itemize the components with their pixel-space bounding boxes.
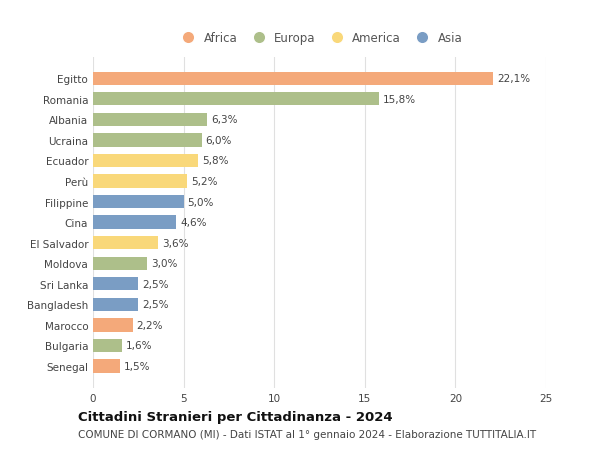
Text: 6,3%: 6,3% (211, 115, 237, 125)
Bar (93, 73, 493, 86)
Bar (93, 113, 207, 127)
Bar (93, 359, 120, 373)
Bar (93, 175, 187, 188)
Text: 2,5%: 2,5% (142, 300, 169, 310)
Text: 2,2%: 2,2% (136, 320, 163, 330)
Text: 1,5%: 1,5% (124, 361, 151, 371)
Bar (93, 216, 176, 230)
Bar (93, 298, 139, 311)
Bar (93, 236, 158, 250)
Text: 15,8%: 15,8% (383, 95, 416, 105)
Bar (93, 257, 148, 270)
Text: 5,8%: 5,8% (202, 156, 228, 166)
Bar (93, 154, 198, 168)
Text: 3,0%: 3,0% (151, 258, 178, 269)
Text: 5,2%: 5,2% (191, 177, 217, 187)
Text: 5,0%: 5,0% (187, 197, 214, 207)
Text: 2,5%: 2,5% (142, 279, 169, 289)
Text: 3,6%: 3,6% (162, 238, 188, 248)
Bar (93, 319, 133, 332)
Text: Cittadini Stranieri per Cittadinanza - 2024: Cittadini Stranieri per Cittadinanza - 2… (78, 410, 392, 423)
Text: COMUNE DI CORMANO (MI) - Dati ISTAT al 1° gennaio 2024 - Elaborazione TUTTITALIA: COMUNE DI CORMANO (MI) - Dati ISTAT al 1… (78, 429, 536, 439)
Text: 4,6%: 4,6% (180, 218, 206, 228)
Bar (93, 339, 122, 353)
Text: 22,1%: 22,1% (497, 74, 530, 84)
Bar (93, 134, 202, 147)
Bar (93, 196, 184, 209)
Bar (93, 278, 139, 291)
Text: 6,0%: 6,0% (205, 135, 232, 146)
Text: 1,6%: 1,6% (125, 341, 152, 351)
Bar (93, 93, 379, 106)
Legend: Africa, Europa, America, Asia: Africa, Europa, America, Asia (172, 27, 467, 49)
